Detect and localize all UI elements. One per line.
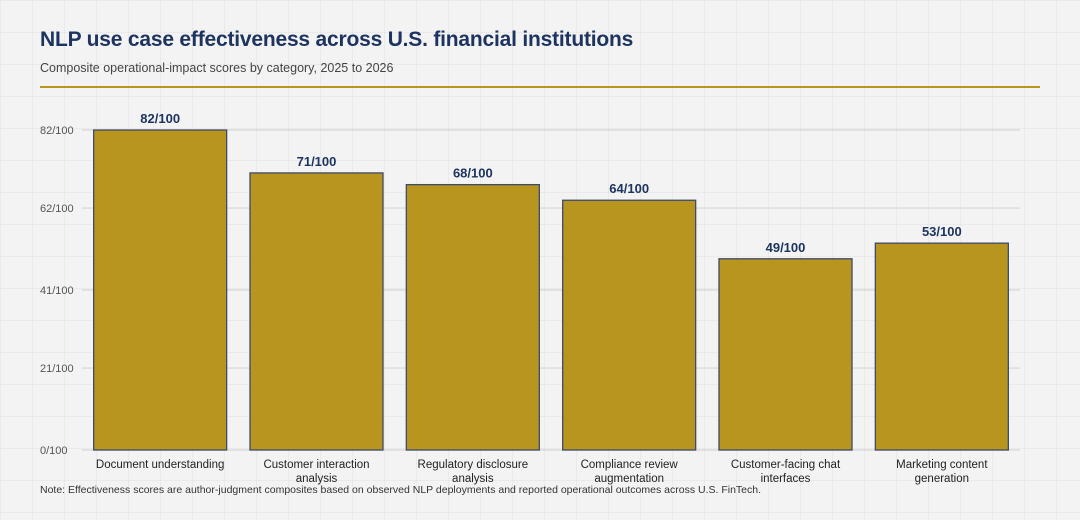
bar	[249, 172, 384, 451]
value-label: 82/100	[140, 111, 180, 126]
value-label: 68/100	[453, 166, 493, 181]
footnote: Note: Effectiveness scores are author-ju…	[40, 484, 762, 496]
bar	[874, 242, 1009, 451]
y-tick-label: 41/100	[40, 285, 74, 297]
x-tick-label: Marketing content	[896, 459, 988, 471]
bar	[405, 183, 540, 451]
y-tick-label: 0/100	[40, 445, 68, 457]
x-tick-label: Compliance review	[581, 459, 679, 471]
bars	[93, 129, 1009, 451]
bar	[718, 258, 853, 451]
value-label: 49/100	[766, 240, 806, 255]
value-label: 64/100	[609, 181, 649, 196]
x-tick-label: generation	[915, 473, 969, 485]
title-divider	[40, 86, 1040, 88]
y-tick-label: 82/100	[40, 125, 74, 137]
x-tick-label: Customer-facing chat	[731, 459, 841, 471]
value-label: 53/100	[922, 224, 962, 239]
y-tick-label: 21/100	[40, 363, 74, 375]
x-tick-label: Customer interaction	[263, 459, 369, 471]
chart-title: NLP use case effectiveness across U.S. f…	[40, 28, 634, 51]
bar	[93, 129, 228, 451]
bar	[562, 199, 697, 451]
x-tick-label: analysis	[452, 473, 494, 485]
y-tick-label: 62/100	[40, 203, 74, 215]
x-tick-label: Document understanding	[96, 459, 225, 471]
x-tick-label: interfaces	[761, 473, 811, 485]
value-label: 71/100	[297, 154, 337, 169]
x-tick-label: analysis	[296, 473, 338, 485]
chart-subtitle: Composite operational-impact scores by c…	[40, 61, 394, 75]
y-axis-ticks: 0/100 21/100 41/100 62/100 82/100	[40, 125, 74, 457]
gridlines	[82, 129, 1020, 451]
x-tick-label: Regulatory disclosure	[418, 459, 529, 471]
x-axis-labels: Document understanding Customer interacti…	[96, 459, 988, 485]
value-labels: 82/100 71/100 68/100 64/100 49/100 53/100	[140, 111, 961, 255]
x-tick-label: augmentation	[594, 473, 664, 485]
